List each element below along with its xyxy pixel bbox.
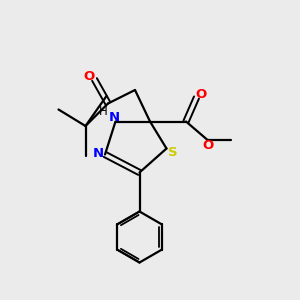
Text: O: O — [83, 70, 95, 83]
Text: S: S — [168, 146, 178, 159]
Text: H: H — [98, 105, 107, 119]
Text: N: N — [93, 146, 104, 160]
Text: O: O — [202, 139, 214, 152]
Text: N: N — [108, 111, 120, 124]
Text: O: O — [195, 88, 207, 101]
